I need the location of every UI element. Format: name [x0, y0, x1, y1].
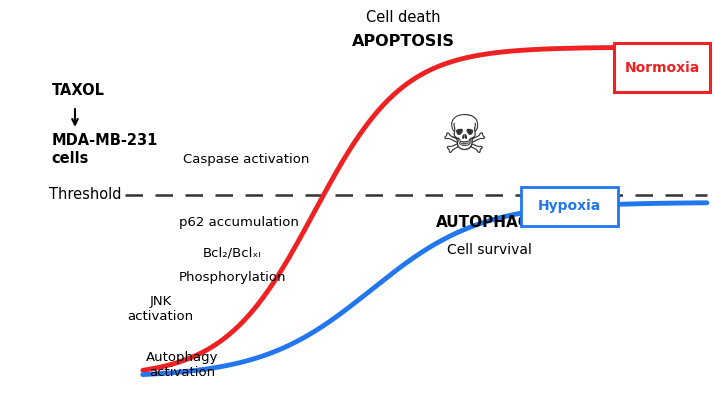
Text: Cell survival: Cell survival: [447, 242, 531, 257]
Text: Phosphorylation: Phosphorylation: [178, 270, 286, 284]
Text: Cell death: Cell death: [366, 10, 441, 25]
Text: p62 accumulation: p62 accumulation: [179, 215, 299, 229]
Text: Threshold: Threshold: [49, 187, 121, 202]
Text: AUTOPHAGY: AUTOPHAGY: [436, 215, 542, 230]
FancyBboxPatch shape: [521, 187, 618, 226]
Text: Bcl₂/Bclₓₗ: Bcl₂/Bclₓₗ: [203, 247, 261, 260]
Text: Hypoxia: Hypoxia: [538, 199, 601, 213]
Text: APOPTOSIS: APOPTOSIS: [352, 34, 455, 49]
Text: Caspase activation: Caspase activation: [183, 152, 309, 166]
Text: Normoxia: Normoxia: [625, 61, 700, 75]
Text: MDA-MB-231
cells: MDA-MB-231 cells: [51, 133, 158, 165]
Text: Autophagy
activation: Autophagy activation: [146, 351, 218, 380]
FancyBboxPatch shape: [614, 43, 710, 92]
Text: JNK
activation: JNK activation: [128, 294, 193, 323]
Text: TAXOL: TAXOL: [51, 83, 104, 98]
Text: ☠: ☠: [441, 112, 488, 163]
